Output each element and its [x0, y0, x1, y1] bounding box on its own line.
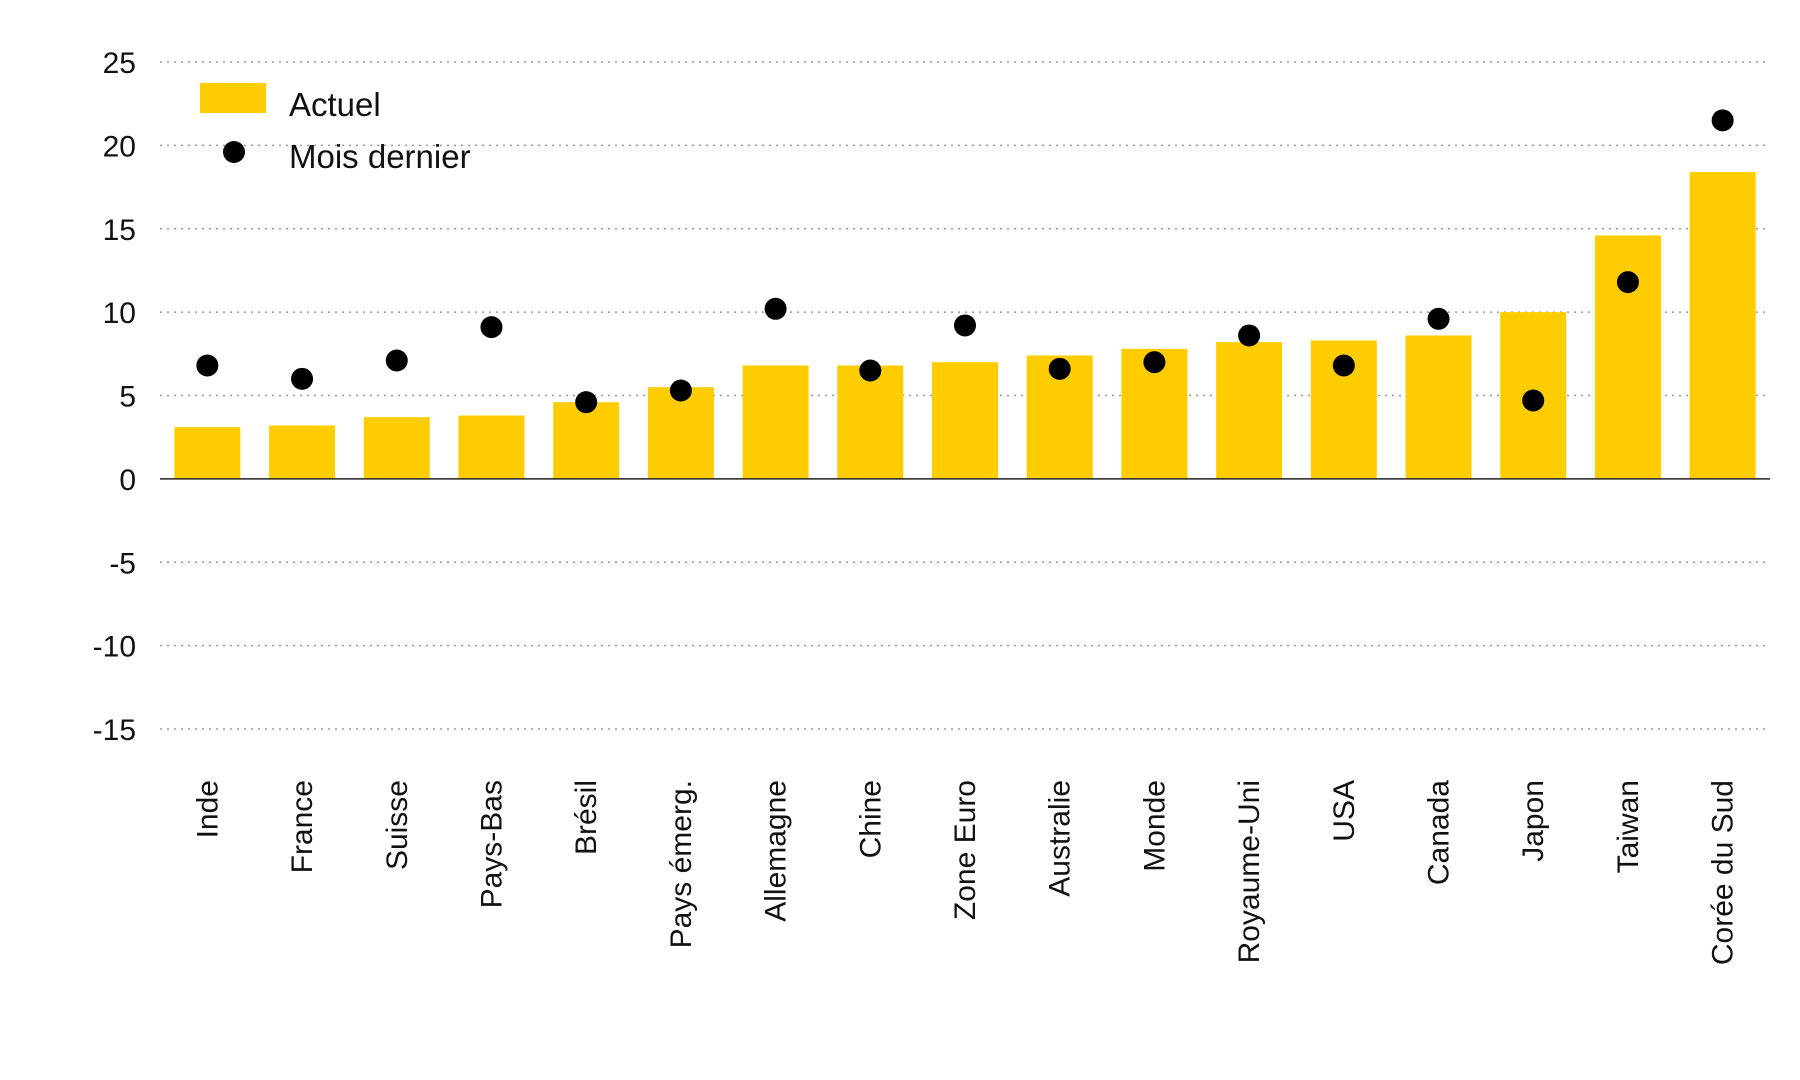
bar-actuel [932, 362, 998, 479]
dot-mois-dernier [575, 391, 598, 414]
dot-mois-dernier [954, 314, 976, 337]
dot-mois-dernier [669, 379, 692, 402]
y-tick-label: -10 [93, 631, 136, 664]
dot-mois-dernier [385, 349, 408, 372]
legend-swatch-actuel [200, 83, 266, 113]
y-axis-ticks: 25 20 15 10 5 0 -5 -10 -15 [93, 47, 136, 747]
dot-mois-dernier [291, 367, 314, 390]
legend-label-actuel: Actuel [289, 86, 381, 123]
y-tick-label: 25 [103, 47, 136, 80]
bar-actuel [837, 365, 904, 479]
bar-actuel [553, 402, 620, 479]
x-category-label: Monde [1138, 780, 1171, 872]
dots [196, 109, 1734, 414]
x-category-label: Royaume-Uni [1233, 780, 1266, 963]
y-tick-label: 5 [119, 381, 136, 414]
x-category-label: Zone Euro [949, 780, 982, 920]
y-tick-label: 20 [103, 130, 136, 163]
bar-actuel [1689, 172, 1756, 479]
x-category-label: Australie [1044, 780, 1077, 897]
bar-actuel [742, 365, 809, 479]
legend-marker-mois-dernier [223, 141, 245, 163]
y-tick-label: -15 [93, 714, 136, 747]
bar-actuel [1405, 335, 1472, 479]
x-category-label: Pays-Bas [475, 780, 508, 908]
dot-mois-dernier [480, 316, 503, 339]
y-tick-label: 15 [103, 214, 136, 247]
bars [174, 172, 1756, 479]
dot-mois-dernier [1332, 354, 1355, 377]
x-category-label: Allemagne [760, 780, 793, 922]
x-category-label: France [286, 780, 319, 873]
x-category-label: USA [1328, 780, 1361, 842]
dot-mois-dernier [859, 359, 882, 382]
legend: Actuel Mois dernier [200, 83, 471, 175]
bar-actuel [174, 427, 241, 479]
dot-mois-dernier [196, 354, 219, 377]
legend-label-mois-dernier: Mois dernier [289, 138, 471, 175]
dot-mois-dernier [764, 297, 787, 320]
x-category-label: Canada [1423, 780, 1456, 885]
x-category-label: Corée du Sud [1707, 780, 1740, 965]
x-axis-categories: Inde France Suisse Pays-Bas Brésil Pays émerg… [191, 780, 1739, 965]
dot-mois-dernier [1238, 324, 1261, 347]
dot-mois-dernier [1616, 271, 1639, 294]
dot-mois-dernier [1048, 357, 1071, 380]
dot-mois-dernier [1427, 307, 1450, 330]
dot-mois-dernier [1522, 389, 1545, 412]
x-category-label: Chine [854, 780, 887, 858]
bar-actuel [363, 417, 430, 479]
y-tick-label: 0 [119, 464, 136, 497]
x-category-label: Pays émerg. [665, 780, 698, 948]
dot-mois-dernier [1711, 109, 1734, 132]
x-category-label: Suisse [381, 780, 414, 870]
x-category-label: Inde [191, 780, 224, 838]
bar-actuel [458, 415, 525, 479]
y-tick-label: 10 [103, 297, 136, 330]
bar-actuel [1216, 342, 1283, 479]
x-category-label: Japon [1517, 780, 1550, 862]
bar-actuel [647, 387, 714, 479]
y-tick-label: -5 [109, 547, 136, 580]
bar-actuel [269, 425, 336, 479]
x-category-label: Taiwan [1612, 780, 1645, 873]
x-category-label: Brésil [570, 780, 603, 855]
dot-mois-dernier [1143, 351, 1166, 374]
